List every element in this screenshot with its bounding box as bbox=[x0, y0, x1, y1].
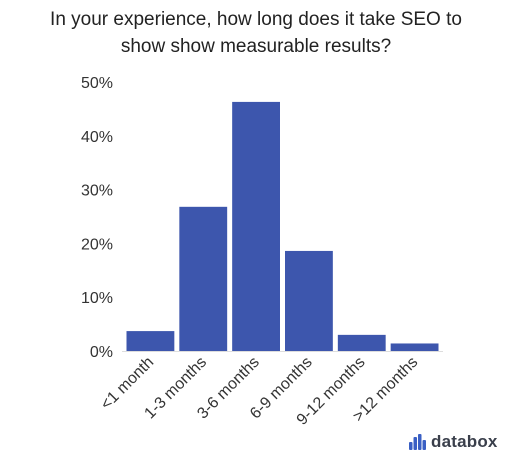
bar bbox=[285, 250, 333, 351]
y-tick-label: 10% bbox=[81, 290, 113, 307]
bar bbox=[126, 331, 175, 351]
bar bbox=[179, 206, 228, 351]
y-tick-label: 20% bbox=[81, 236, 113, 253]
y-tick-label: 50% bbox=[81, 75, 113, 92]
databox-bar-logo-icon bbox=[409, 434, 426, 450]
brand-name: databox bbox=[431, 432, 498, 451]
bar bbox=[390, 343, 439, 351]
y-tick-label: 0% bbox=[90, 344, 113, 361]
y-tick-label: 30% bbox=[81, 183, 113, 200]
chart-title-line-2: show show measurable results? bbox=[120, 36, 392, 57]
bar bbox=[337, 334, 386, 351]
y-tick-label: 40% bbox=[81, 129, 113, 146]
chart-title-line-1: In your experience, how long does it tak… bbox=[50, 9, 462, 30]
bar bbox=[232, 101, 280, 351]
brand-logo: databox bbox=[409, 432, 498, 452]
